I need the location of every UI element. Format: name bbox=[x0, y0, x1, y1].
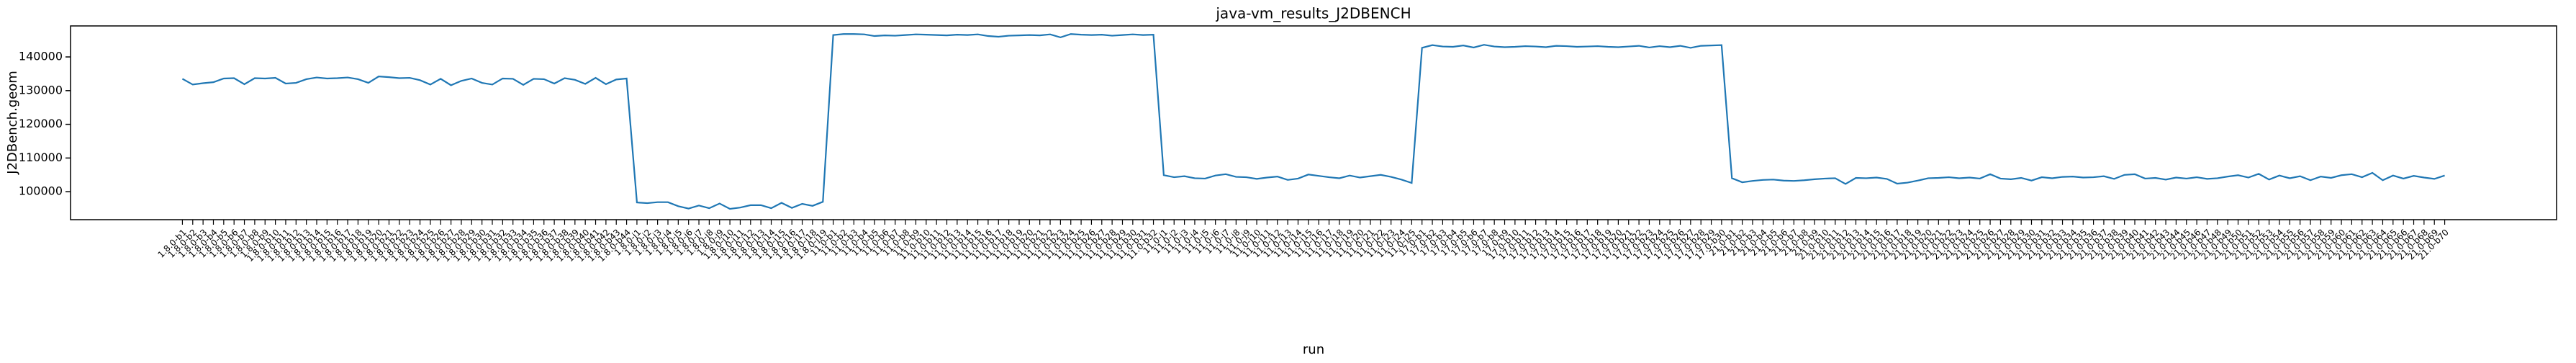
line-series bbox=[181, 33, 2445, 210]
y-axis-label: J2DBench.geom bbox=[5, 71, 20, 175]
y-tick-label: 100000 bbox=[19, 184, 63, 198]
y-tick-label: 140000 bbox=[19, 50, 63, 63]
x-axis-label: run bbox=[1303, 342, 1324, 357]
y-tick-label: 110000 bbox=[19, 151, 63, 164]
chart-title: java-vm_results_J2DBENCH bbox=[1215, 5, 1411, 22]
y-tick-label: 130000 bbox=[19, 83, 63, 97]
y-tick-label: 120000 bbox=[19, 117, 63, 130]
plot-frame bbox=[70, 25, 2557, 220]
